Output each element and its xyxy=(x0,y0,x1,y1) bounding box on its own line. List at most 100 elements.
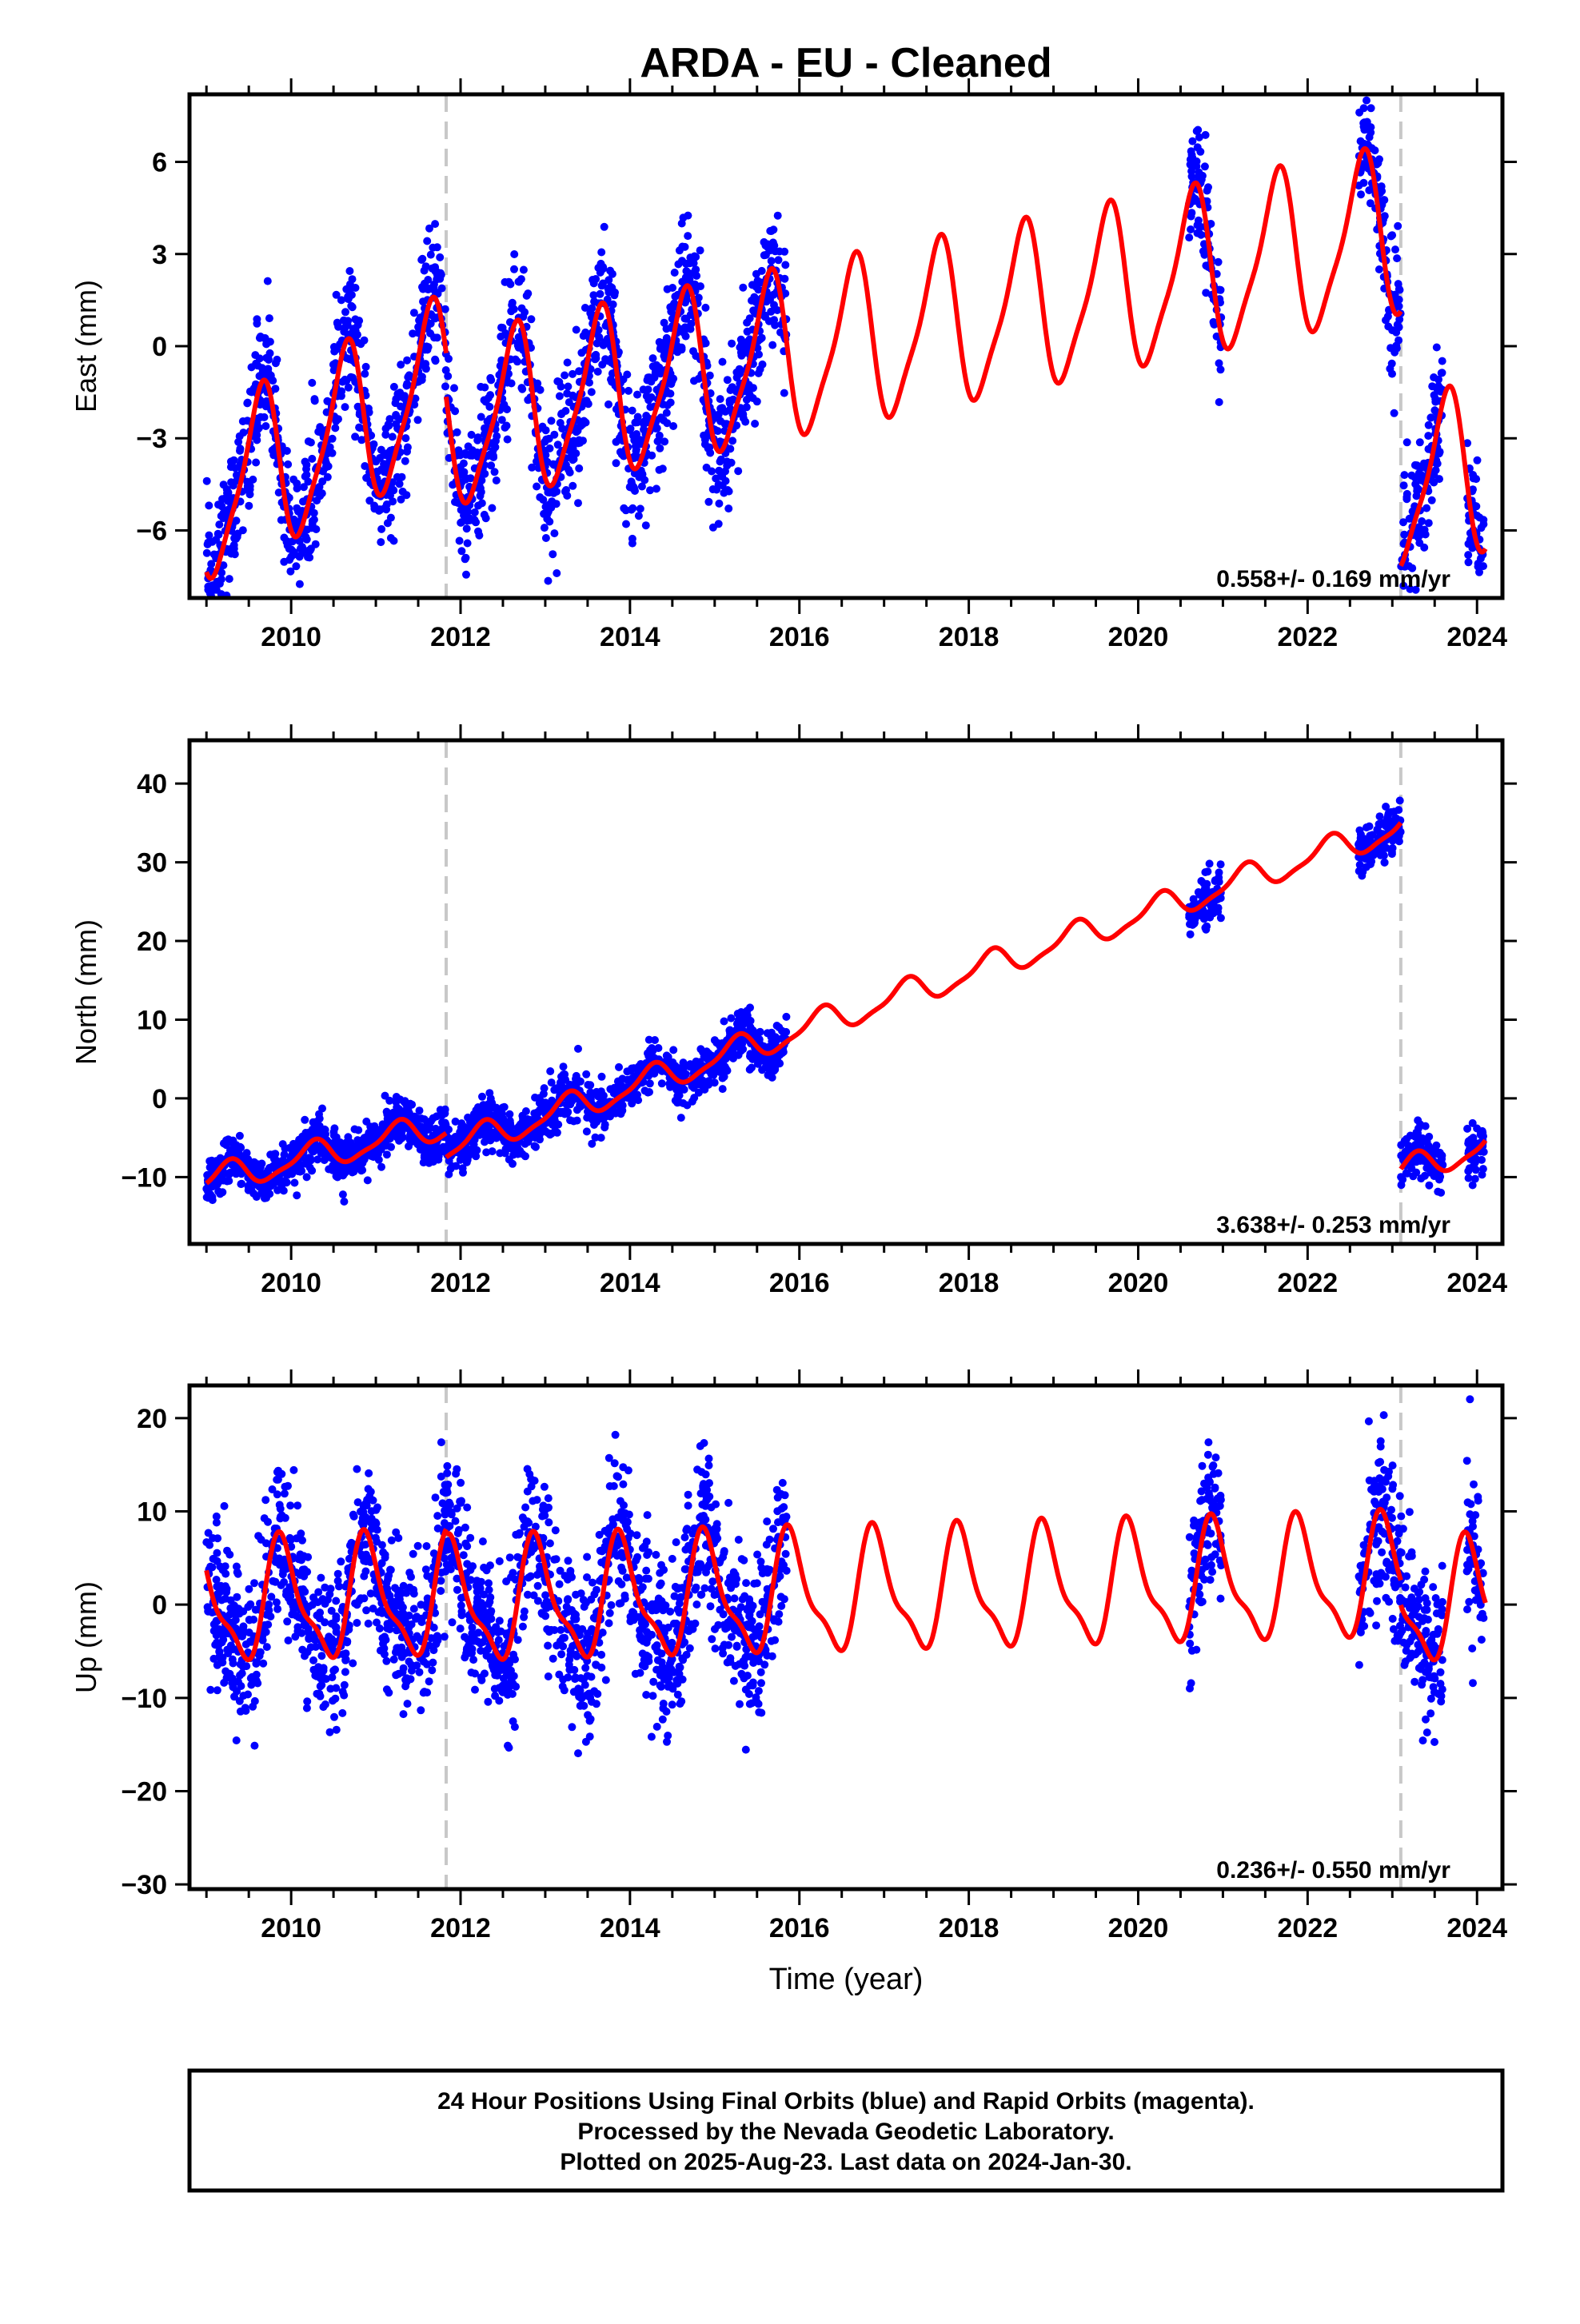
observation-point xyxy=(1394,222,1402,230)
observation-point xyxy=(752,283,760,291)
observation-point xyxy=(442,1121,450,1129)
observation-point xyxy=(752,270,760,278)
observation-point xyxy=(401,434,409,442)
observation-point xyxy=(1389,837,1397,845)
observation-point xyxy=(716,457,724,465)
observation-point xyxy=(465,442,473,450)
observation-point xyxy=(225,575,233,583)
observation-point xyxy=(304,1155,312,1163)
observation-point xyxy=(722,477,730,485)
observation-point xyxy=(1418,517,1426,525)
observation-point xyxy=(518,1150,526,1158)
observation-point xyxy=(737,352,745,360)
observation-point xyxy=(209,581,217,589)
observation-point xyxy=(373,1128,381,1136)
observation-point xyxy=(445,1170,453,1178)
observation-point xyxy=(384,449,392,457)
observation-point xyxy=(755,369,763,377)
observation-point xyxy=(488,504,496,512)
observation-point xyxy=(436,253,444,261)
observation-point xyxy=(1365,186,1373,194)
observation-point xyxy=(503,405,511,413)
observation-point xyxy=(406,1100,414,1108)
observation-point xyxy=(755,350,763,358)
observation-point xyxy=(1390,409,1398,417)
observation-point xyxy=(563,492,571,500)
observation-point xyxy=(594,1093,602,1101)
observation-point xyxy=(203,1185,211,1193)
observation-point xyxy=(1464,551,1472,559)
observation-point xyxy=(751,1054,759,1062)
observation-point xyxy=(723,462,731,470)
observation-point xyxy=(245,502,253,510)
observation-point xyxy=(308,455,316,463)
observation-point xyxy=(333,1174,341,1182)
observation-point xyxy=(1391,815,1399,823)
observation-point xyxy=(1478,1131,1486,1139)
observation-point xyxy=(564,359,572,367)
observation-point xyxy=(1397,1173,1405,1181)
observation-point xyxy=(381,1092,389,1100)
observation-point xyxy=(1425,1182,1433,1190)
observation-point xyxy=(482,1148,490,1156)
observation-point xyxy=(1400,481,1408,489)
y-tick-label: −6 xyxy=(136,516,167,546)
observation-point xyxy=(510,305,518,313)
observation-point xyxy=(424,276,432,284)
observation-point xyxy=(429,1114,437,1122)
observation-point xyxy=(237,1180,245,1188)
observation-point xyxy=(606,267,614,275)
observation-point xyxy=(415,317,423,325)
observation-point xyxy=(553,488,561,496)
observation-point xyxy=(441,382,449,390)
observation-point xyxy=(277,1179,285,1187)
observation-point xyxy=(706,449,714,457)
observation-point xyxy=(417,1706,425,1714)
observation-point xyxy=(671,269,679,277)
observation-point xyxy=(1373,826,1381,834)
observation-point xyxy=(439,1143,447,1151)
observation-point xyxy=(1384,811,1392,819)
x-tick-label: 2018 xyxy=(939,1268,999,1298)
observation-point xyxy=(205,615,213,623)
observation-point xyxy=(280,558,288,566)
observation-point xyxy=(501,329,509,337)
observation-point xyxy=(656,338,664,346)
observation-point xyxy=(317,429,325,436)
observation-point xyxy=(548,1078,556,1086)
observation-point xyxy=(1403,490,1411,498)
observation-point xyxy=(477,492,485,500)
observation-point xyxy=(747,1017,755,1025)
observation-point xyxy=(349,1660,357,1668)
observation-point xyxy=(351,315,359,323)
observation-point xyxy=(680,1065,688,1073)
observation-point xyxy=(1468,1137,1476,1145)
observation-point xyxy=(676,246,684,254)
observation-point xyxy=(1416,438,1424,446)
observation-point xyxy=(782,1550,790,1558)
observation-point xyxy=(669,1046,677,1054)
observation-point xyxy=(580,417,588,425)
y-tick-label: 0 xyxy=(152,332,167,362)
observation-point xyxy=(456,537,464,545)
observation-point xyxy=(377,525,385,533)
observation-point xyxy=(515,277,523,285)
observation-point xyxy=(540,510,548,518)
observation-point xyxy=(261,422,269,430)
observation-point xyxy=(352,327,360,335)
observation-point xyxy=(341,308,349,316)
observation-point xyxy=(541,524,549,532)
observation-point xyxy=(257,1160,265,1168)
observation-point xyxy=(1375,265,1383,273)
observations xyxy=(202,1395,1487,1757)
observation-point xyxy=(1425,519,1433,527)
observation-point xyxy=(204,632,212,640)
observation-point xyxy=(536,493,544,501)
observation-point xyxy=(1367,199,1375,207)
observation-point xyxy=(1478,524,1486,532)
observation-point xyxy=(583,1127,591,1135)
observation-point xyxy=(305,553,313,561)
y-axis-label: East (mm) xyxy=(70,280,102,413)
observation-point xyxy=(772,247,780,255)
observation-point xyxy=(253,436,261,444)
